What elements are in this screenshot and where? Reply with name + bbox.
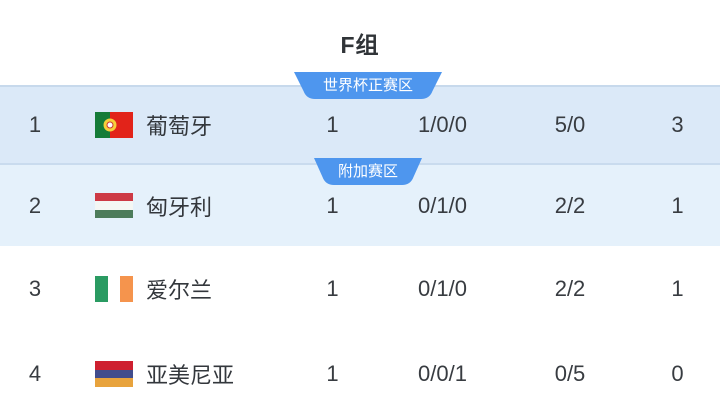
armenia-flag-icon	[95, 361, 133, 387]
team-name: 葡萄牙	[146, 114, 213, 139]
goals-for-against: 0/5	[554, 361, 586, 386]
win-draw-loss: 1/0/0	[418, 112, 467, 137]
team-cell: 亚美尼亚	[70, 358, 285, 390]
points: 1	[671, 275, 684, 301]
hungary-flag-icon	[95, 192, 133, 219]
table-row-ireland[interactable]: 3 爱尔兰 1 0/1/0 2/2 1	[0, 246, 720, 331]
worldcup-zone-label: 世界杯正赛区	[322, 76, 413, 94]
points: 1	[671, 192, 684, 218]
playoff-zone-badge: 附加赛区	[314, 158, 422, 185]
matches-played: 1	[326, 112, 339, 137]
team-cell: 爱尔兰	[70, 273, 285, 305]
team-name: 亚美尼亚	[146, 363, 235, 388]
portugal-flag-icon	[95, 112, 133, 138]
team-name: 匈牙利	[146, 194, 213, 220]
group-header: F组	[0, 0, 720, 85]
group-title: F组	[340, 31, 380, 58]
team-name: 爱尔兰	[146, 277, 213, 303]
team-cell: 匈牙利	[70, 190, 285, 222]
playoff-zone-label: 附加赛区	[337, 162, 398, 180]
win-draw-loss: 0/1/0	[418, 275, 467, 301]
points: 0	[671, 361, 684, 386]
worldcup-zone-badge: 世界杯正赛区	[294, 72, 442, 99]
matches-played: 1	[326, 361, 339, 386]
win-draw-loss: 0/1/0	[418, 192, 467, 218]
goals-for-against: 2/2	[554, 275, 586, 301]
table-row-armenia[interactable]: 4 亚美尼亚 1 0/0/1 0/5 0	[0, 331, 720, 417]
rank-number: 3	[28, 275, 42, 301]
matches-played: 1	[326, 192, 339, 218]
rank-number: 4	[28, 361, 42, 386]
goals-for-against: 2/2	[554, 192, 586, 218]
rank-number: 2	[28, 192, 42, 218]
ireland-flag-icon	[95, 275, 133, 302]
matches-played: 1	[326, 275, 339, 301]
goals-for-against: 5/0	[554, 112, 586, 137]
win-draw-loss: 0/0/1	[418, 361, 467, 386]
rank-number: 1	[28, 112, 42, 137]
team-cell: 葡萄牙	[70, 109, 285, 141]
points: 3	[671, 112, 684, 137]
